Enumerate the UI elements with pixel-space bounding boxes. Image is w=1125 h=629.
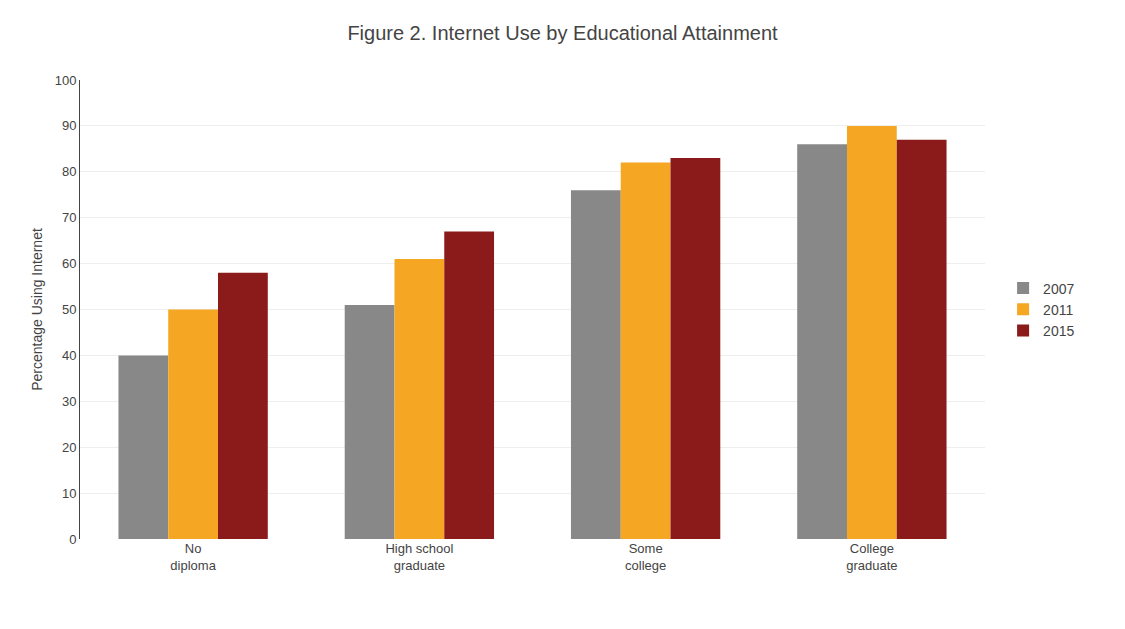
svg-text:Collegegraduate: Collegegraduate [846, 541, 897, 573]
svg-text:2007: 2007 [1043, 281, 1074, 297]
svg-text:90: 90 [62, 118, 76, 133]
svg-text:Somecollege: Somecollege [625, 541, 666, 573]
svg-text:Figure 2. Internet Use by Educ: Figure 2. Internet Use by Educational At… [347, 22, 778, 44]
svg-text:High schoolgraduate: High schoolgraduate [385, 541, 453, 573]
svg-text:40: 40 [62, 348, 76, 363]
svg-text:30: 30 [62, 394, 76, 409]
svg-text:50: 50 [62, 302, 76, 317]
svg-text:70: 70 [62, 210, 76, 225]
svg-text:20: 20 [62, 440, 76, 455]
svg-text:80: 80 [62, 164, 76, 179]
svg-text:0: 0 [69, 532, 76, 547]
svg-text:10: 10 [62, 486, 76, 501]
svg-text:Nodiploma: Nodiploma [170, 541, 216, 573]
svg-text:Percentage Using Internet: Percentage Using Internet [29, 228, 45, 391]
svg-text:60: 60 [62, 256, 76, 271]
svg-text:2011: 2011 [1043, 302, 1073, 318]
svg-text:2015: 2015 [1043, 323, 1074, 339]
svg-text:100: 100 [55, 73, 77, 88]
